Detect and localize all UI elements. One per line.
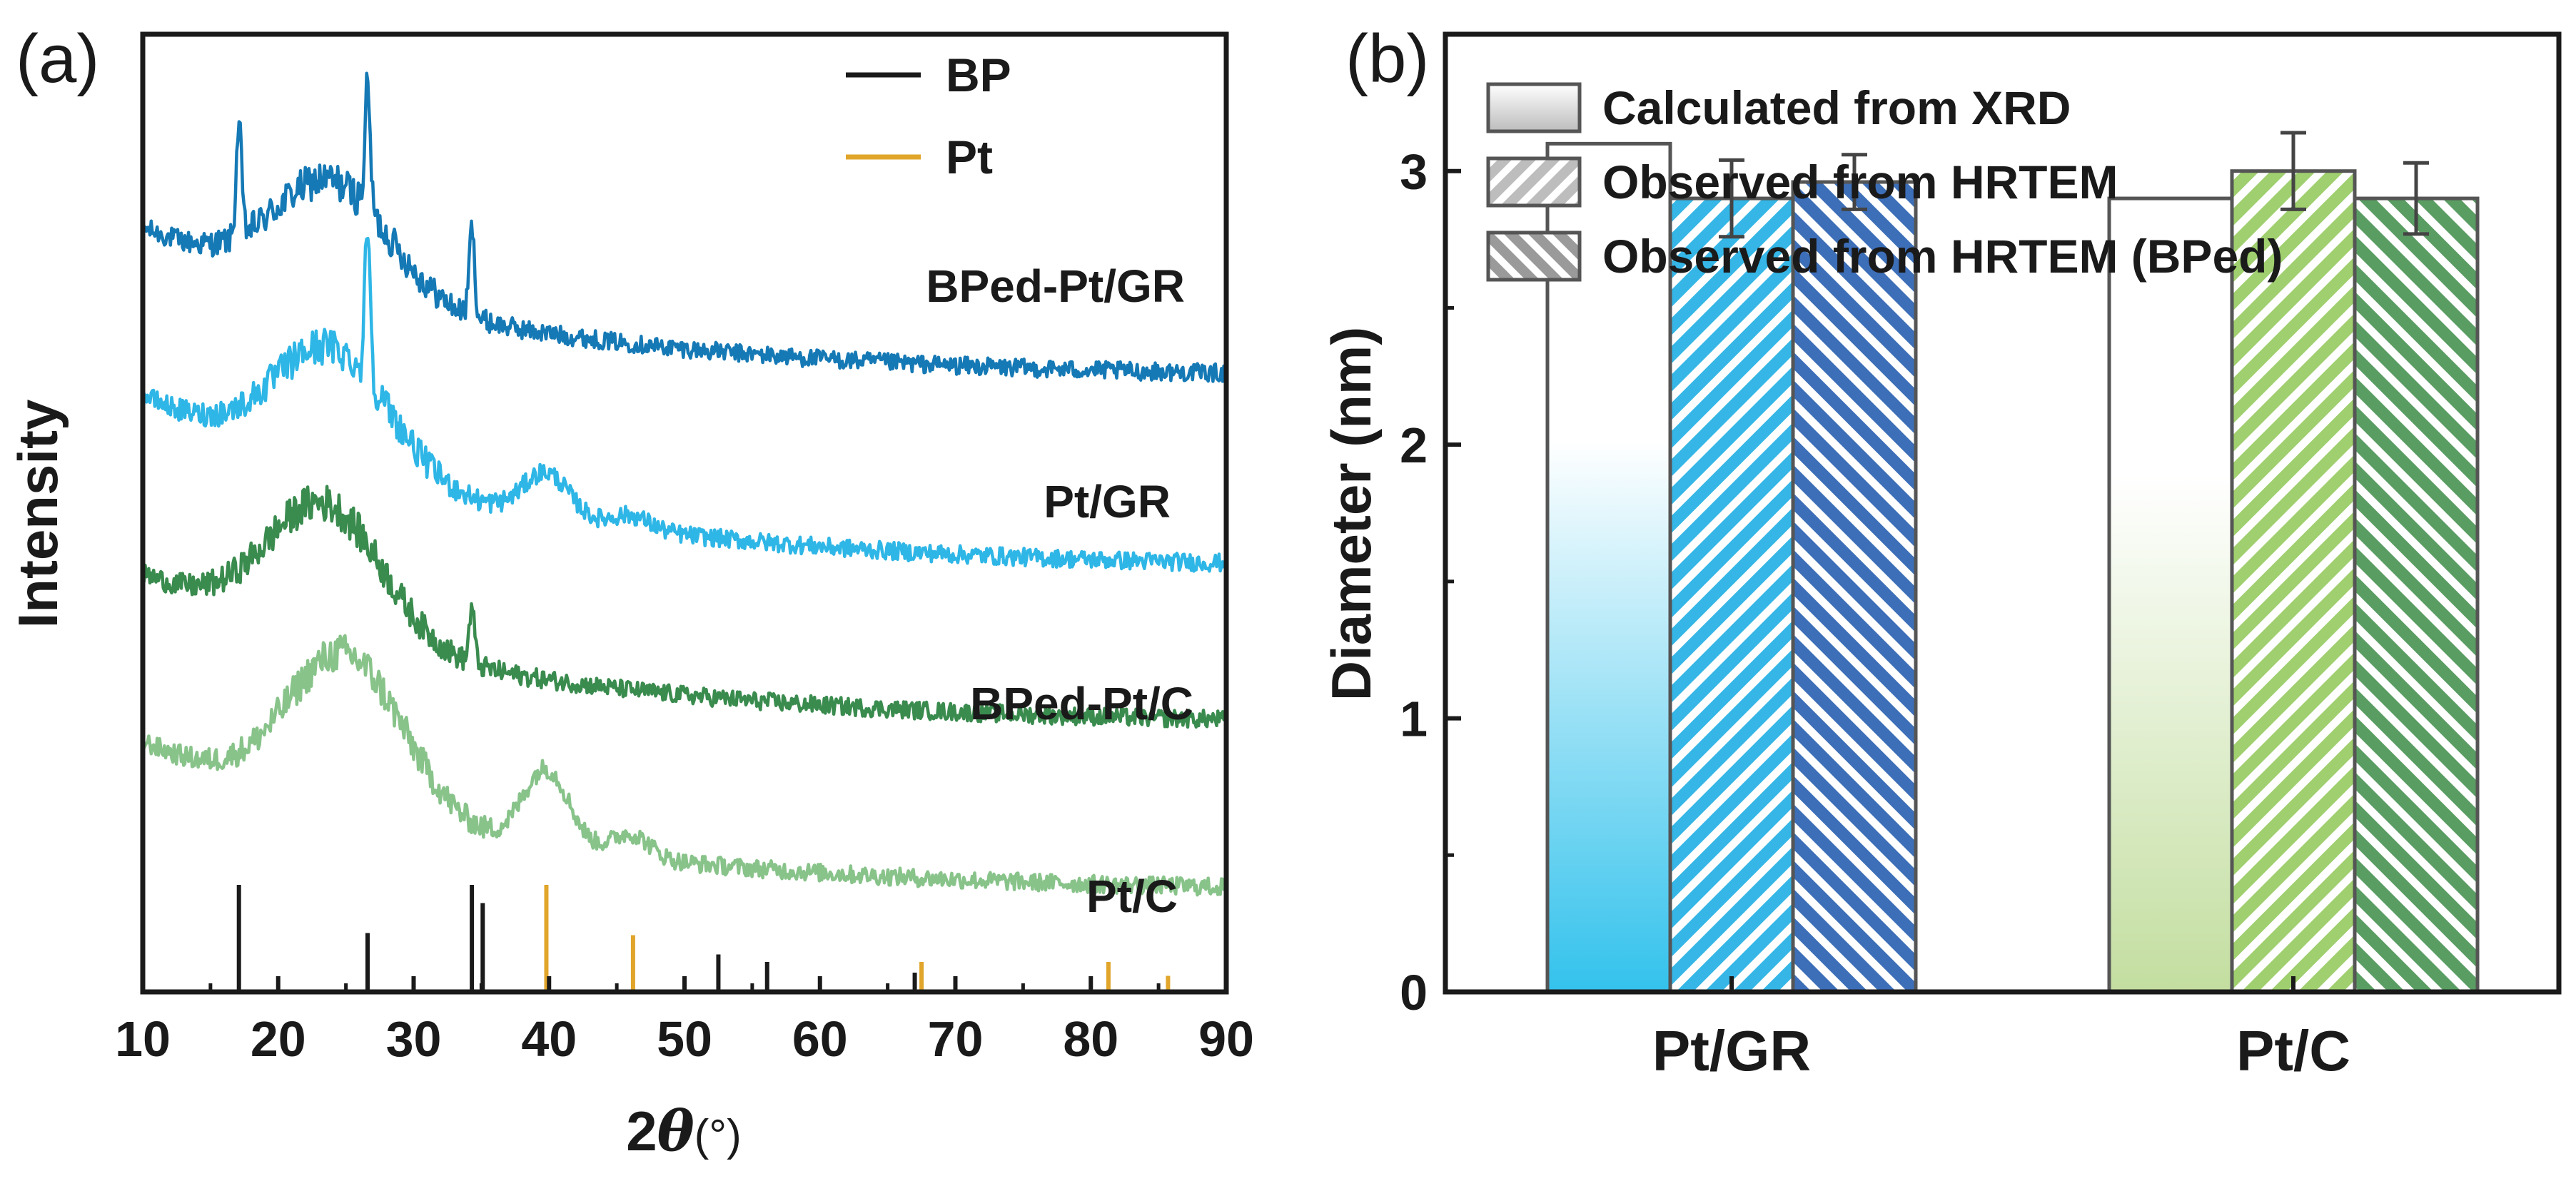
a-legend-pt-label: Pt: [946, 131, 993, 183]
a-series-line-2: [141, 485, 1228, 729]
panel-b: (b) 0 1 2 3 Pt/GR Pt/C Diameter (nm) Calculat…: [1320, 21, 2562, 1083]
b-legend: Calculated from XRD Observed from HRTEM …: [1486, 81, 2283, 283]
a-series-line-0: [141, 71, 1228, 383]
a-x-tick-label-40: 40: [521, 1011, 577, 1067]
a-x-tick-label-10: 10: [115, 1011, 171, 1067]
b-legend-xrd-label: Calculated from XRD: [1602, 81, 2071, 134]
a-series-label-pt-c: Pt/C: [1086, 871, 1178, 922]
a-series-group: [141, 71, 1228, 897]
b-axis-ticks: 0 1 2 3 Pt/GR Pt/C: [1400, 32, 2350, 1083]
b-bars-group: [1545, 131, 2480, 994]
a-series-label-pt-gr: Pt/GR: [1044, 476, 1171, 527]
b-y-tick-label-3: 3: [1400, 144, 1428, 200]
panel-a-label: (a): [16, 21, 99, 97]
b-y-tick-label-2: 2: [1400, 417, 1428, 473]
b-legend-hrtem-label: Observed from HRTEM: [1602, 156, 2118, 208]
b-legend-hrtem-swatch: [1486, 156, 1582, 208]
a-x-tick-label-70: 70: [928, 1011, 984, 1067]
a-x-axis-title-main: 2: [626, 1100, 657, 1162]
a-x-axis-title: 2θ(°): [626, 1099, 742, 1164]
b-category-label-1: Pt/C: [2236, 1019, 2350, 1083]
a-x-tick-label-30: 30: [386, 1011, 442, 1067]
b-bar-1-0: [2107, 196, 2234, 994]
a-series-label-bped-pt-gr: BPed-Pt/GR: [926, 260, 1185, 312]
b-bar-1-1: [2230, 169, 2357, 994]
b-bar-0-1: [1668, 196, 1795, 994]
a-x-tick-label-20: 20: [251, 1011, 306, 1067]
a-x-tick-label-50: 50: [657, 1011, 712, 1067]
b-legend-xrd-swatch: [1486, 82, 1582, 133]
b-bar-0-2: [1791, 180, 1918, 994]
b-y-tick-label-1: 1: [1400, 691, 1428, 747]
b-plot-frame: [1443, 31, 2562, 995]
a-x-tick-label-60: 60: [792, 1011, 848, 1067]
a-x-tick-label-80: 80: [1063, 1011, 1118, 1067]
a-reference-lines: [236, 885, 1171, 992]
b-bar-1-2: [2353, 196, 2480, 994]
b-y-tick-label-0: 0: [1400, 965, 1428, 1020]
a-series-line-1: [141, 236, 1228, 573]
a-legend: BP Pt: [846, 49, 1011, 183]
b-legend-hrtem-bped-swatch: [1486, 230, 1582, 282]
panel-b-label: (b): [1345, 21, 1429, 97]
a-x-axis-title-unit: (°): [694, 1111, 742, 1160]
a-series-label-bped-pt-c: BPed-Pt/C: [970, 678, 1193, 729]
b-legend-hrtem-bped-label: Observed from HRTEM (BPed): [1602, 230, 2283, 283]
b-y-axis-title: Diameter (nm): [1320, 327, 1383, 701]
a-legend-bp-label: BP: [946, 49, 1011, 101]
a-x-tick-label-90: 90: [1198, 1011, 1254, 1067]
a-x-ticks: 10 20 30 40 50 60 70 80 90: [115, 976, 1254, 1067]
panel-a: (a) 10 20 30 40 50 60 70 80 90 Intensity 2θ(°) B…: [6, 21, 1254, 1164]
a-y-axis-title: Intensity: [6, 400, 69, 629]
a-series-line-3: [141, 634, 1228, 897]
b-bar-0-0: [1545, 141, 1672, 994]
b-category-label-0: Pt/GR: [1652, 1019, 1811, 1083]
a-x-axis-title-theta: θ: [657, 1099, 694, 1164]
